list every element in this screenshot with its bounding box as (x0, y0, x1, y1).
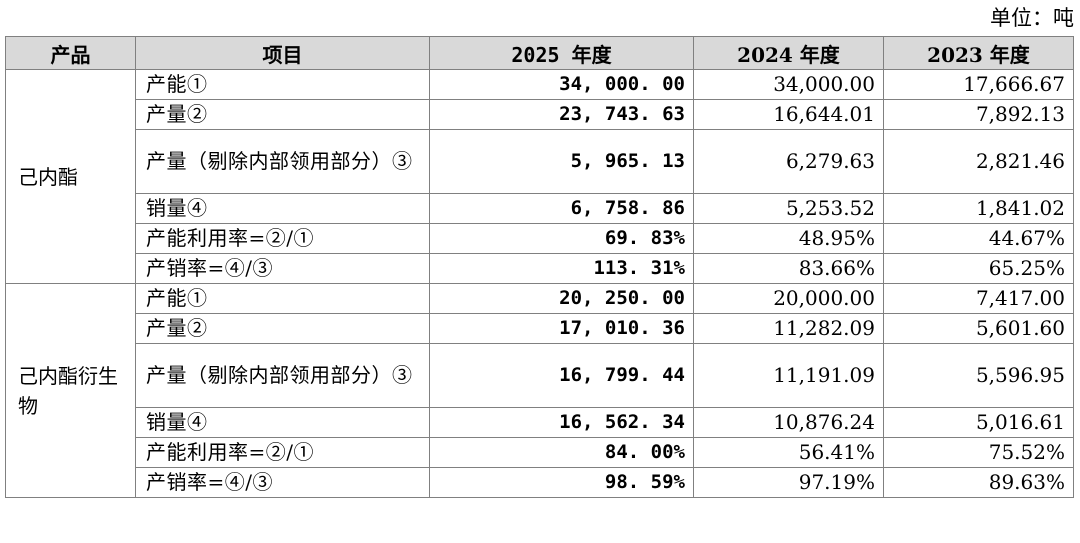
value-2023: 75.52% (883, 437, 1074, 468)
item-cell: 产量② (135, 313, 430, 344)
value-2023: 2,821.46 (883, 129, 1074, 194)
item-cell: 销量④ (135, 407, 430, 438)
value-2023: 44.67% (883, 223, 1074, 254)
value-2023: 1,841.02 (883, 193, 1074, 224)
value-2023: 5,596.95 (883, 343, 1074, 408)
value-2023: 89.63% (883, 467, 1074, 498)
table-row: 销量④ 16, 562. 34 10,876.24 5,016.61 (6, 407, 1074, 438)
header-2024: 2024 年度 (693, 36, 884, 70)
item-cell: 产能① (135, 283, 430, 314)
value-2024: 20,000.00 (693, 283, 884, 314)
value-2025: 113. 31% (429, 253, 694, 284)
value-2025: 23, 743. 63 (429, 99, 694, 130)
value-2025: 6, 758. 86 (429, 193, 694, 224)
item-cell: 产能利用率=②/① (135, 223, 430, 254)
value-2025: 16, 799. 44 (429, 343, 694, 408)
product-cell: 己内酯 (5, 69, 136, 284)
header-2023: 2023 年度 (883, 36, 1074, 70)
header-2025: 2025 年度 (429, 36, 694, 70)
value-2023: 7,417.00 (883, 283, 1074, 314)
item-cell: 产能① (135, 69, 430, 100)
item-cell: 产量（剔除内部领用部分）③ (135, 129, 430, 194)
table-row: 销量④ 6, 758. 86 5,253.52 1,841.02 (6, 193, 1074, 224)
value-2024: 11,191.09 (693, 343, 884, 408)
value-2023: 17,666.67 (883, 69, 1074, 100)
value-2023: 5,601.60 (883, 313, 1074, 344)
table-row: 产量② 17, 010. 36 11,282.09 5,601.60 (6, 313, 1074, 344)
item-cell: 产量（剔除内部领用部分）③ (135, 343, 430, 408)
header-item: 项目 (135, 36, 430, 70)
header-product: 产品 (5, 36, 136, 70)
item-cell: 产销率=④/③ (135, 467, 430, 498)
value-2024: 34,000.00 (693, 69, 884, 100)
table-row: 己内酯 产能① 34, 000. 00 34,000.00 17,666.67 (5, 69, 1074, 284)
value-2024: 83.66% (693, 253, 884, 284)
header-row: 产品 项目 2025 年度 2024 年度 2023 年度 (5, 36, 1074, 70)
value-2024: 6,279.63 (693, 129, 884, 194)
table-row: 产能利用率=②/① 69. 83% 48.95% 44.67% (6, 223, 1074, 254)
value-2025: 34, 000. 00 (429, 69, 694, 100)
value-2023: 7,892.13 (883, 99, 1074, 130)
value-2024: 16,644.01 (693, 99, 884, 130)
table-row: 产销率=④/③ 113. 31% 83.66% 65.25% (6, 253, 1074, 284)
value-2025: 16, 562. 34 (429, 407, 694, 438)
item-cell: 产能利用率=②/① (135, 437, 430, 468)
value-2025: 84. 00% (429, 437, 694, 468)
table-row: 产量（剔除内部领用部分）③ 5, 965. 13 6,279.63 2,821.… (6, 129, 1074, 194)
item-cell: 产销率=④/③ (135, 253, 430, 284)
value-2023: 5,016.61 (883, 407, 1074, 438)
value-2024: 48.95% (693, 223, 884, 254)
table-row: 产能利用率=②/① 84. 00% 56.41% 75.52% (6, 437, 1074, 468)
value-2024: 97.19% (693, 467, 884, 498)
value-2024: 56.41% (693, 437, 884, 468)
item-cell: 销量④ (135, 193, 430, 224)
table-row: 产销率=④/③ 98. 59% 97.19% 89.63% (6, 467, 1074, 498)
value-2025: 17, 010. 36 (429, 313, 694, 344)
table-row: 产量（剔除内部领用部分）③ 16, 799. 44 11,191.09 5,59… (6, 343, 1074, 408)
value-2023: 65.25% (883, 253, 1074, 284)
value-2024: 5,253.52 (693, 193, 884, 224)
product-cell: 己内酯衍生物 (5, 283, 136, 498)
value-2025: 98. 59% (429, 467, 694, 498)
value-2025: 20, 250. 00 (429, 283, 694, 314)
production-sales-table: 产品 项目 2025 年度 2024 年度 2023 年度 己内酯 产能① 34… (5, 36, 1074, 498)
unit-label: 单位：吨 (990, 6, 1074, 30)
table-row: 产量② 23, 743. 63 16,644.01 7,892.13 (6, 99, 1074, 130)
value-2024: 10,876.24 (693, 407, 884, 438)
item-cell: 产量② (135, 99, 430, 130)
value-2025: 5, 965. 13 (429, 129, 694, 194)
table-row: 己内酯衍生物 产能① 20, 250. 00 20,000.00 7,417.0… (5, 283, 1074, 498)
value-2025: 69. 83% (429, 223, 694, 254)
value-2024: 11,282.09 (693, 313, 884, 344)
